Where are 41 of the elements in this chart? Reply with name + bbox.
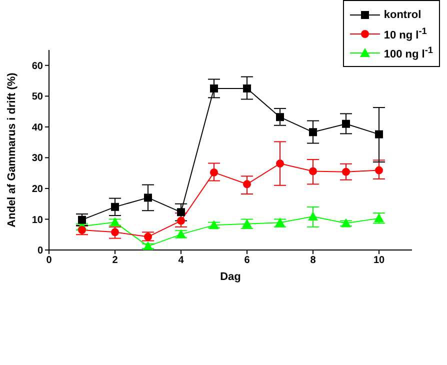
y-tick-label: 20 — [32, 184, 44, 196]
point — [375, 166, 383, 174]
point — [143, 241, 153, 250]
y-tick-label: 30 — [32, 153, 44, 164]
x-tick-label: 8 — [310, 255, 316, 266]
point — [144, 232, 152, 241]
point — [144, 194, 152, 202]
point — [276, 113, 284, 122]
point — [342, 168, 350, 176]
point — [341, 218, 351, 228]
point — [309, 128, 317, 136]
legend-label: 10 ng l$^{-1}$ — [384, 26, 427, 42]
point — [177, 208, 185, 216]
point — [210, 168, 218, 176]
y-tick-label: 50 — [32, 92, 44, 103]
y-tick-label: 40 — [32, 122, 44, 134]
point — [210, 84, 218, 92]
x-tick-label: 0 — [46, 255, 52, 266]
x-tick-label: 6 — [244, 255, 250, 266]
point — [243, 180, 251, 188]
x-tick-label: 10 — [373, 255, 385, 266]
point — [309, 167, 317, 176]
point — [375, 130, 383, 138]
y-tick-label: 0 — [37, 246, 44, 257]
legend-label: kontrol — [384, 8, 422, 20]
point — [276, 160, 284, 168]
point — [342, 120, 350, 128]
x-tick-label: 2 — [112, 255, 118, 266]
point — [111, 202, 119, 211]
point — [78, 216, 86, 224]
x-tick-label: 4 — [178, 255, 184, 266]
point — [243, 84, 251, 92]
point — [308, 211, 318, 220]
point — [177, 216, 185, 225]
x-axis-title: Dag — [220, 271, 241, 283]
y-tick-label: 10 — [32, 214, 44, 226]
point — [111, 228, 119, 236]
y-tick-label: 60 — [32, 60, 44, 72]
y-axis-title: Andel af Gammarus i drift (%) — [6, 72, 18, 228]
legend-label: 100 ng l$^{-1}$ — [384, 44, 433, 60]
point — [78, 226, 86, 234]
